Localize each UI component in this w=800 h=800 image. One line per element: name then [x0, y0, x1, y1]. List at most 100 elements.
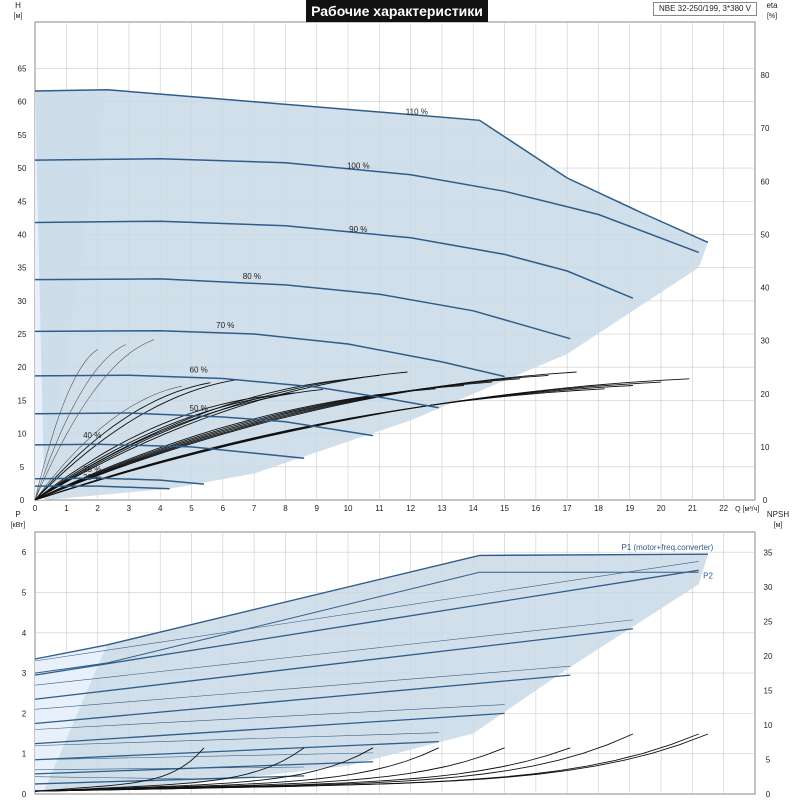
pump-curve-25 — [34, 477, 205, 485]
power-curve-p1 — [34, 619, 633, 686]
x-tick-label: 16 — [531, 504, 540, 513]
y-tick-label: 5 — [20, 463, 25, 472]
y-tick-label: 10 — [18, 430, 27, 439]
x-tick-label: 5 — [189, 504, 194, 513]
p-tick-label: 0 — [22, 790, 27, 799]
pump-curve-60 — [34, 374, 439, 409]
p-tick-label: 2 — [22, 709, 27, 718]
x-tick-label: 14 — [469, 504, 478, 513]
efficiency-curve — [34, 339, 155, 501]
pump-curve-label: 60 % — [190, 366, 208, 375]
y2-tick-label: 30 — [761, 337, 770, 346]
y2-tick-label: 70 — [761, 124, 770, 133]
power-curve-p1 — [34, 776, 205, 780]
efficiency-curve — [34, 392, 295, 501]
power-curve — [34, 569, 699, 676]
pump-curve-40 — [34, 443, 305, 459]
x-tick-label: 6 — [221, 504, 226, 513]
y-tick-label: 20 — [18, 363, 27, 372]
x-tick-label: 12 — [406, 504, 415, 513]
power-curve — [34, 712, 505, 745]
pump-curve-80 — [34, 278, 571, 340]
pump-curve-label: 90 % — [349, 225, 367, 234]
npsh-tick-label: 20 — [764, 652, 773, 661]
x-tick-label: 13 — [438, 504, 447, 513]
power-curve — [34, 740, 439, 761]
y-tick-label: 0 — [20, 496, 25, 505]
pump-curve-label: 40 % — [83, 431, 101, 440]
pump-curve-label: 70 % — [216, 321, 234, 330]
y2-tick-label: 40 — [761, 284, 770, 293]
series-p1-line — [34, 553, 709, 660]
npsh-tick-label: 35 — [764, 549, 773, 558]
x-tick-label: 21 — [688, 504, 697, 513]
pump-curve-label: 110 % — [406, 107, 428, 116]
pump-curve-label: 20 % — [83, 473, 101, 482]
p-tick-label: 1 — [22, 750, 27, 759]
efficiency-curve — [34, 378, 239, 501]
y-tick-label: 35 — [18, 264, 27, 273]
efficiency-curve — [34, 371, 577, 501]
series-p2-label: P2 — [703, 571, 713, 580]
p-axis-title: P — [15, 510, 20, 519]
efficiency-curve — [34, 378, 352, 501]
npsh-curve — [34, 747, 205, 792]
p-tick-label: 6 — [22, 548, 27, 557]
npsh-tick-label: 5 — [766, 756, 771, 765]
x-tick-label: 11 — [375, 504, 384, 513]
npsh-tick-label: 30 — [764, 583, 773, 592]
x-tick-label: 1 — [64, 504, 69, 513]
npsh-curve — [34, 733, 709, 792]
y2-tick-label: 0 — [763, 496, 768, 505]
x-tick-label: 3 — [127, 504, 132, 513]
y2-tick-label: 20 — [761, 390, 770, 399]
npsh-axis-unit: [м] — [774, 522, 783, 529]
pump-curve-label: 25 % — [83, 465, 101, 474]
y-tick-label: 45 — [18, 197, 27, 206]
y-axis-title: H — [15, 1, 21, 10]
y-tick-label: 55 — [18, 131, 27, 140]
x-tick-label: 22 — [719, 504, 728, 513]
y-tick-label: 65 — [18, 64, 27, 73]
power-curve-p1 — [34, 752, 374, 761]
y2-tick-label: 80 — [761, 71, 770, 80]
x-tick-label: 17 — [563, 504, 572, 513]
x-tick-label: 0 — [33, 504, 38, 513]
power-curve-p1 — [34, 766, 305, 771]
pump-curve-90 — [34, 220, 634, 299]
power-curve-p1 — [34, 665, 571, 710]
y2-axis-title: eta — [766, 1, 778, 10]
pump-model-label: NBE 32-250/199, 3*380 V — [653, 2, 757, 16]
npsh-tick-label: 25 — [764, 618, 773, 627]
x-tick-label: 4 — [158, 504, 163, 513]
efficiency-curve — [34, 385, 183, 501]
x-tick-label: 20 — [657, 504, 666, 513]
power-curve — [34, 775, 305, 785]
power-curve — [34, 674, 571, 725]
pump-curve-50 — [34, 412, 374, 437]
x-tick-label: 10 — [344, 504, 353, 513]
pump-curve-label: 50 % — [190, 404, 208, 413]
efficiency-curve — [34, 371, 408, 501]
bottom-operating-area — [35, 554, 708, 790]
power-curve-p1 — [34, 561, 699, 662]
y-tick-label: 40 — [18, 230, 27, 239]
pump-curve-100 — [34, 158, 699, 254]
page-title: Рабочие характеристики — [306, 0, 488, 22]
efficiency-curve — [34, 344, 126, 501]
p-tick-label: 3 — [22, 669, 27, 678]
x-tick-label: 7 — [252, 504, 257, 513]
efficiency-curve — [34, 378, 690, 501]
efficiency-curve — [34, 395, 267, 501]
efficiency-curve — [34, 382, 211, 501]
npsh-axis-title: NPSH — [767, 510, 789, 519]
y-tick-label: 15 — [18, 396, 27, 405]
pump-curve-label: 100 % — [347, 162, 370, 171]
y2-tick-label: 50 — [761, 230, 770, 239]
x-tick-label: 19 — [625, 504, 634, 513]
npsh-tick-label: 0 — [766, 790, 771, 799]
x-axis-title: Q [м³/ч] — [735, 506, 759, 513]
npsh-tick-label: 10 — [764, 721, 773, 730]
x-tick-label: 18 — [594, 504, 603, 513]
